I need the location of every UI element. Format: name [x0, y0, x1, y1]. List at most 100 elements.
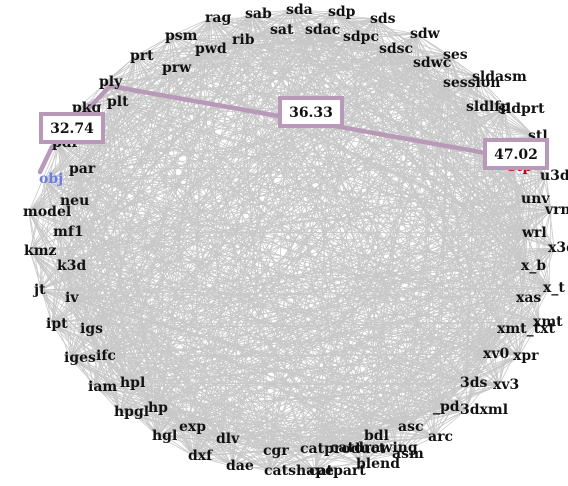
- node-label--pd[interactable]: _pd: [433, 399, 460, 415]
- node-label-model[interactable]: model: [23, 204, 71, 220]
- node-label-rag[interactable]: rag: [205, 10, 231, 26]
- node-label-igs[interactable]: igs: [80, 321, 103, 337]
- node-label-obj[interactable]: obj: [39, 171, 63, 187]
- node-label-cgr[interactable]: cgr: [263, 443, 289, 459]
- node-label-sdp[interactable]: sdp: [328, 4, 356, 20]
- graph-edge: [62, 29, 312, 267]
- node-label-xv3[interactable]: xv3: [493, 377, 519, 393]
- node-label-wrl[interactable]: wrl: [521, 225, 547, 241]
- node-label-jt[interactable]: jt: [32, 282, 46, 298]
- node-label-plt[interactable]: plt: [107, 94, 129, 110]
- node-label-3ds[interactable]: 3ds: [460, 375, 488, 391]
- node-label-catshape[interactable]: catshape: [264, 463, 334, 479]
- node-label-x3d[interactable]: x3d: [548, 240, 568, 256]
- node-label-k3d[interactable]: k3d: [57, 258, 86, 274]
- node-label-asm[interactable]: asm: [392, 446, 424, 462]
- graph-edge: [69, 328, 87, 359]
- node-label-x-t[interactable]: x_t: [543, 280, 565, 296]
- graph-edge: [125, 62, 420, 384]
- node-label-xmt[interactable]: xmt: [533, 314, 563, 330]
- node-label-dlv[interactable]: dlv: [216, 431, 240, 447]
- node-label-par[interactable]: par: [69, 161, 96, 177]
- node-label-vrml[interactable]: vrml: [544, 202, 568, 218]
- graph-edge: [135, 29, 277, 57]
- node-label-iam[interactable]: iam: [88, 379, 117, 395]
- node-label-catdrawing[interactable]: catdrawing: [330, 440, 418, 456]
- graph-edge: [74, 82, 450, 170]
- node-label-hpl[interactable]: hpl: [120, 375, 145, 391]
- node-label-iv[interactable]: iv: [65, 290, 79, 306]
- graph-edge: [418, 62, 505, 110]
- node-label-sdw[interactable]: sdw: [410, 26, 441, 42]
- node-label-neu[interactable]: neu: [60, 193, 89, 209]
- node-label-exp[interactable]: exp: [179, 419, 206, 435]
- graph-edge: [44, 178, 523, 299]
- node-label-blend[interactable]: blend: [356, 456, 400, 472]
- graph-edge: [28, 211, 127, 384]
- node-label-sdpc[interactable]: sdpc: [343, 29, 379, 45]
- graph-edge: [62, 62, 420, 267]
- graph-edge: [237, 39, 337, 449]
- graph-edge: [104, 55, 137, 83]
- node-label-ply[interactable]: ply: [99, 74, 123, 90]
- graph-edge: [51, 36, 350, 325]
- node-label-xpr[interactable]: xpr: [513, 348, 539, 364]
- weight-value: 47.02: [494, 147, 538, 163]
- node-label-mf1[interactable]: mf1: [53, 224, 84, 240]
- graph-edge: [348, 36, 523, 299]
- graph-edge: [29, 62, 420, 252]
- node-label-ipt[interactable]: ipt: [46, 316, 68, 332]
- node-label-dxf[interactable]: dxf: [188, 448, 213, 464]
- node-label-xv0[interactable]: xv0: [483, 346, 509, 362]
- node-label-xas[interactable]: xas: [516, 290, 541, 306]
- node-label-sat[interactable]: sat: [270, 22, 294, 38]
- node-label-pwd[interactable]: pwd: [195, 41, 227, 57]
- node-label-kmz[interactable]: kmz: [24, 243, 57, 259]
- node-label-3dxml[interactable]: 3dxml: [460, 402, 508, 418]
- node-label-prw[interactable]: prw: [162, 60, 192, 76]
- node-label-sab[interactable]: sab: [245, 6, 272, 22]
- node-label-catproduct[interactable]: catproduct: [300, 441, 386, 457]
- node-label-rib[interactable]: rib: [232, 32, 255, 48]
- node-label-sldprt[interactable]: sldprt: [498, 101, 545, 117]
- node-label-iges[interactable]: iges: [64, 350, 96, 366]
- node-label-layer: sabsdasdpsdssdwsessldasmsldlfpsldprtstls…: [23, 2, 568, 479]
- node-label-sldlfp[interactable]: sldlfp: [466, 99, 510, 115]
- graph-edge: [200, 48, 337, 449]
- graph-edge: [193, 450, 270, 457]
- graph-edge: [77, 29, 277, 109]
- node-label-prt[interactable]: prt: [130, 48, 154, 64]
- graph-edge: [521, 209, 552, 299]
- node-label-x-b[interactable]: x_b: [521, 258, 546, 274]
- node-label-arc[interactable]: arc: [428, 429, 453, 445]
- graph-edge: [503, 108, 535, 137]
- node-label-sdsc[interactable]: sdsc: [379, 41, 413, 57]
- graph-edge: [231, 465, 316, 472]
- node-label-xmt-txt[interactable]: xmt_txt: [497, 321, 555, 337]
- node-label-hp[interactable]: hp: [148, 400, 168, 416]
- graph-edge: [101, 62, 420, 357]
- node-label-u3d[interactable]: u3d: [540, 168, 568, 184]
- node-label-sldasm[interactable]: sldasm: [472, 69, 527, 85]
- node-label-bdl[interactable]: bdl: [364, 428, 389, 444]
- node-label-psm[interactable]: psm: [165, 28, 198, 44]
- node-label-ses[interactable]: ses: [443, 47, 468, 63]
- node-label-unv[interactable]: unv: [521, 191, 550, 207]
- graph-edge: [57, 142, 67, 202]
- graph-edge: [77, 101, 114, 109]
- node-label-hpgl[interactable]: hpgl: [114, 404, 149, 420]
- node-label-sda[interactable]: sda: [286, 2, 313, 18]
- graph-edge: [51, 62, 420, 325]
- graph-edge: [93, 382, 467, 388]
- node-label-asc[interactable]: asc: [398, 419, 423, 435]
- node-label-sdac[interactable]: sdac: [305, 22, 340, 38]
- node-label-sdwc[interactable]: sdwc: [413, 55, 451, 71]
- graph-edge: [112, 101, 270, 452]
- graph-edge: [418, 62, 479, 78]
- node-label-sds[interactable]: sds: [370, 11, 396, 27]
- node-label-hgl[interactable]: hgl: [152, 428, 177, 444]
- node-label-catpart[interactable]: catpart: [309, 463, 366, 479]
- node-label-ifc[interactable]: ifc: [96, 348, 116, 364]
- node-label-dae[interactable]: dae: [226, 458, 254, 474]
- node-label-session[interactable]: session: [443, 75, 500, 91]
